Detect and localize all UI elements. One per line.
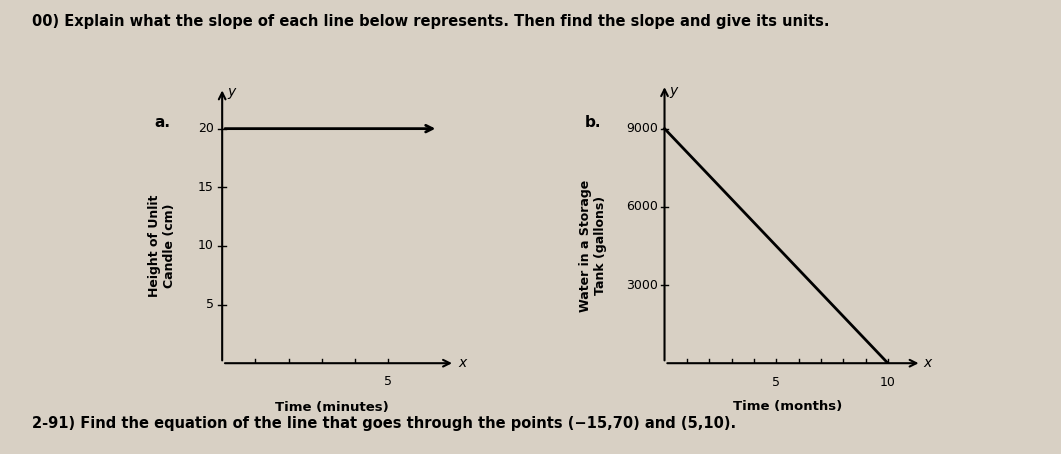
Text: Water in a Storage
Tank (gallons): Water in a Storage Tank (gallons) (579, 180, 607, 312)
Text: a.: a. (154, 115, 171, 130)
Text: x: x (458, 356, 467, 370)
Text: Time (minutes): Time (minutes) (275, 401, 388, 414)
Text: 5: 5 (384, 375, 393, 388)
Text: 10: 10 (198, 239, 214, 252)
Text: x: x (924, 356, 932, 370)
Text: 15: 15 (198, 181, 214, 194)
Text: b.: b. (585, 115, 602, 130)
Text: 20: 20 (198, 122, 214, 135)
Text: 9000: 9000 (626, 122, 658, 135)
Text: 6000: 6000 (626, 200, 658, 213)
Text: Height of Unlit
Candle (cm): Height of Unlit Candle (cm) (149, 195, 176, 297)
Text: y: y (227, 85, 236, 99)
Text: 3000: 3000 (626, 278, 658, 291)
Text: 5: 5 (206, 298, 214, 311)
Text: 2-91) Find the equation of the line that goes through the points (−15,70) and (5: 2-91) Find the equation of the line that… (32, 416, 736, 431)
Text: 00) Explain what the slope of each line below represents. Then find the slope an: 00) Explain what the slope of each line … (32, 14, 830, 29)
Text: 10: 10 (880, 376, 895, 389)
Text: 5: 5 (772, 376, 780, 389)
Text: Time (months): Time (months) (733, 400, 842, 413)
Text: y: y (669, 84, 677, 99)
